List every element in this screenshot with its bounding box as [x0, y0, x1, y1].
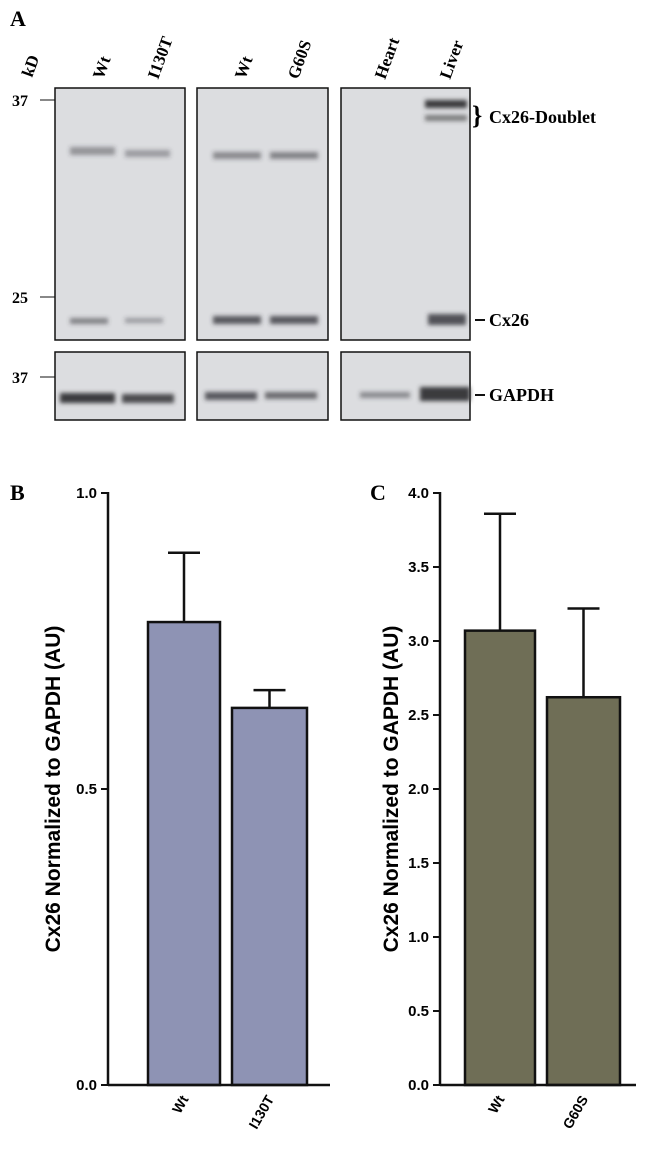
band	[122, 394, 174, 403]
y-tick-label: 3.0	[408, 633, 429, 650]
lane-label: G60S	[284, 38, 315, 82]
band	[70, 147, 115, 155]
y-tick-label: 0.5	[76, 781, 97, 798]
band	[125, 318, 163, 323]
panel-a: A kD Wt I130T Wt G60S Heart Liver 37 25 …	[10, 6, 596, 421]
lane-label: Wt	[89, 53, 115, 81]
band	[270, 316, 318, 324]
lane-label: I130T	[144, 33, 177, 81]
band-label: Cx26	[489, 310, 529, 330]
y-tick-label: 2.0	[408, 781, 429, 798]
blot-box	[54, 351, 186, 421]
band	[70, 318, 108, 324]
y-tick-label: 2.5	[408, 707, 429, 724]
bar	[230, 706, 309, 1087]
y-tick-label: 1.5	[408, 855, 429, 872]
marker-label: 37	[12, 370, 28, 387]
y-tick-label: 3.5	[408, 559, 429, 576]
band-label: Cx26-Doublet	[489, 107, 596, 127]
bar	[545, 695, 622, 1087]
y-tick-label: 4.0	[408, 485, 429, 502]
marker-label: 37	[12, 93, 28, 110]
lane-label: Wt	[231, 53, 257, 81]
marker-label: 25	[12, 290, 28, 307]
y-tick-label: 0.0	[76, 1077, 97, 1094]
x-tick-label: G60S	[559, 1093, 591, 1132]
x-tick-label: I130T	[245, 1092, 277, 1131]
y-axis-label: Cx26 Normalized to GAPDH (AU)	[380, 626, 403, 953]
y-tick-label: 0.5	[408, 1003, 429, 1020]
bar	[463, 629, 537, 1087]
band	[425, 100, 467, 108]
band	[420, 387, 470, 401]
band-label: GAPDH	[489, 385, 554, 405]
brace: }	[472, 101, 482, 130]
band	[270, 152, 318, 159]
panel-label: C	[370, 480, 386, 505]
band	[60, 393, 115, 403]
blot-box	[340, 351, 471, 421]
lane-label: Heart	[371, 35, 403, 82]
x-tick-label: Wt	[485, 1092, 508, 1116]
unit-label: kD	[18, 52, 43, 79]
y-tick-label: 1.0	[408, 929, 429, 946]
lane-label: Liver	[436, 37, 468, 81]
bands	[60, 100, 470, 403]
y-axis-label: Cx26 Normalized to GAPDH (AU)	[42, 626, 65, 953]
band	[425, 115, 467, 121]
panel-label: A	[10, 6, 26, 31]
blot-box	[54, 87, 186, 341]
band	[205, 392, 257, 400]
y-tick-label: 1.0	[76, 485, 97, 502]
band	[360, 392, 410, 398]
band	[125, 150, 170, 157]
blot-box	[196, 87, 329, 341]
blot-box	[340, 87, 471, 341]
x-tick-label: Wt	[169, 1092, 192, 1116]
band	[265, 392, 317, 399]
blot-box	[196, 351, 329, 421]
band	[213, 152, 261, 159]
band	[428, 314, 466, 325]
panel-label: B	[10, 480, 25, 505]
band	[213, 316, 261, 324]
y-tick-label: 0.0	[408, 1077, 429, 1094]
bar	[146, 620, 222, 1087]
